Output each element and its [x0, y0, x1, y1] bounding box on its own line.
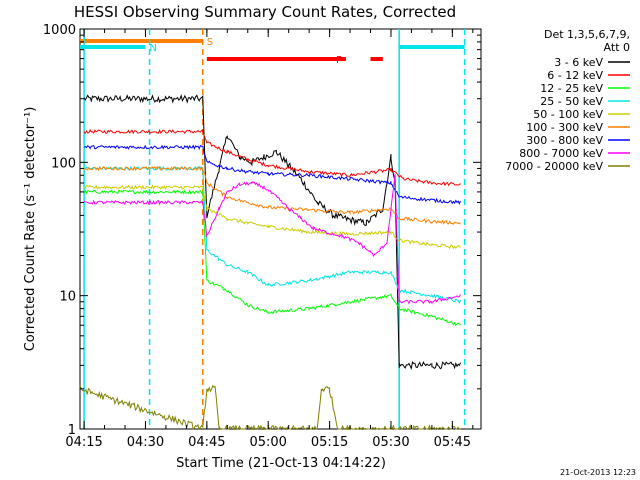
state-flags: N S F	[80, 37, 465, 66]
series-line	[83, 144, 461, 205]
event-lines	[83, 29, 466, 429]
x-axis-label: Start Time (21-Oct-13 04:14:22)	[176, 456, 386, 471]
legend-label: 6 - 12 keV	[547, 69, 603, 82]
legend-label: 7000 - 20000 keV	[505, 160, 603, 173]
legend-title-line-2: Att 0	[604, 41, 630, 54]
legend-label: 50 - 100 keV	[533, 108, 603, 121]
x-tick-label: 04:15	[65, 435, 102, 450]
timestamp: 21-Oct-2013 12:23	[560, 468, 636, 477]
y-tick-label: 1	[68, 423, 76, 438]
y-tick-label: 1000	[43, 23, 76, 38]
series-line	[83, 184, 461, 250]
x-tick-label: 05:15	[311, 435, 348, 450]
flag-label: F	[336, 55, 342, 66]
plot-area	[79, 28, 482, 430]
legend-label: 800 - 7000 keV	[519, 147, 603, 160]
x-tick-label: 04:30	[127, 435, 164, 450]
flag-label: S	[207, 37, 213, 48]
series-line	[83, 165, 461, 226]
series-line	[83, 94, 461, 370]
legend-label: 3 - 6 keV	[554, 56, 603, 69]
series-line	[79, 384, 461, 431]
y-tick-label: 10	[59, 290, 76, 305]
x-tick-label: 05:30	[372, 435, 409, 450]
x-tick-label: 04:45	[188, 435, 225, 450]
legend-label: 100 - 300 keV	[526, 121, 603, 134]
chart-title: HESSI Observing Summary Count Rates, Cor…	[74, 3, 456, 21]
series-line	[83, 189, 461, 327]
legend-label: 300 - 800 keV	[526, 134, 603, 147]
series-line	[83, 173, 461, 305]
y-axis-label: Corrected Count Rate (s⁻¹ detector⁻¹)	[23, 107, 38, 352]
legend-label: 25 - 50 keV	[540, 95, 603, 108]
x-tick-label: 05:00	[249, 435, 286, 450]
flag-label: N	[149, 43, 156, 54]
x-tick-label: 05:45	[434, 435, 471, 450]
axis-ticks: 04:15 04:30 04:45 05:00 05:15 05:30 05:45 1 10 10…	[43, 23, 481, 450]
data-series	[79, 94, 461, 431]
legend-title-line-1: Det 1,3,5,6,7,9,	[544, 28, 630, 41]
series-line	[83, 128, 461, 187]
y-tick-label: 100	[51, 156, 76, 171]
legend-label: 12 - 25 keV	[540, 82, 603, 95]
